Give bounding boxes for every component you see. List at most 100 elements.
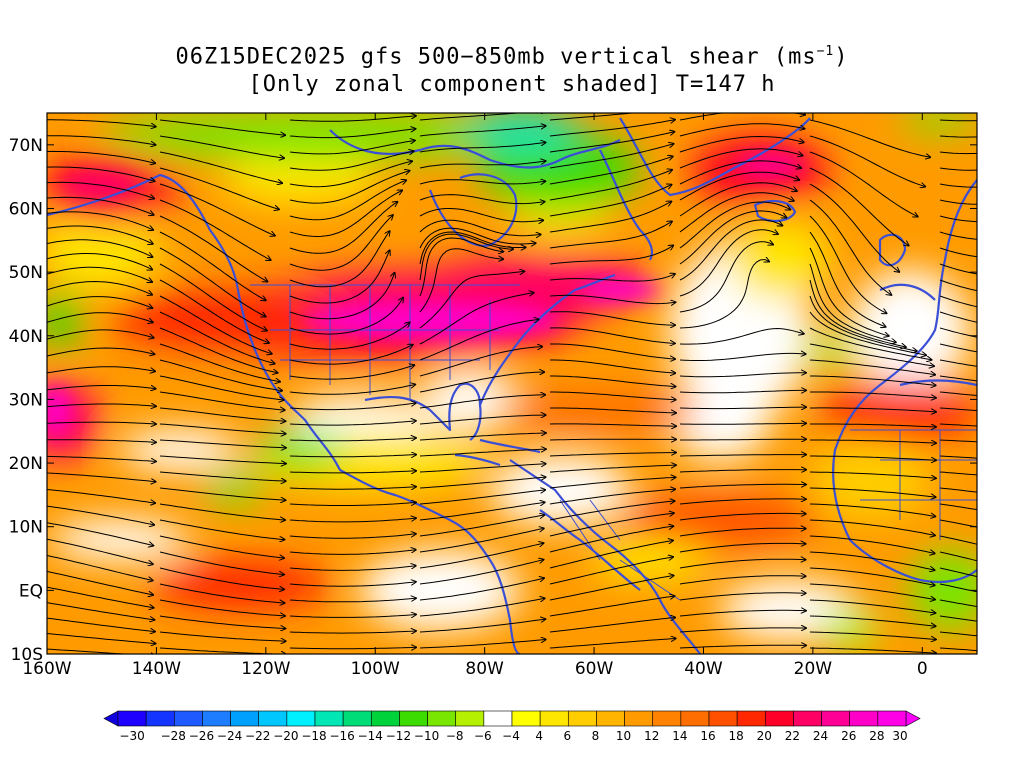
streamline <box>810 407 936 412</box>
streamline <box>939 471 977 476</box>
streamline <box>289 385 415 395</box>
streamline <box>809 327 932 360</box>
streamline <box>810 375 936 385</box>
streamline <box>419 237 503 297</box>
streamline <box>289 161 412 188</box>
streamline <box>419 543 544 569</box>
colorbar-swatch <box>567 710 597 727</box>
streamline <box>939 551 977 562</box>
streamline <box>419 208 543 222</box>
colorbar-swatch <box>202 710 231 727</box>
streamline <box>159 439 286 448</box>
streamline <box>549 246 673 265</box>
streamline <box>679 543 806 553</box>
streamline <box>159 151 282 183</box>
streamline <box>47 280 152 297</box>
streamline <box>550 391 676 400</box>
streamline <box>159 599 285 616</box>
plot-area <box>47 113 977 654</box>
streamline <box>419 528 544 553</box>
streamline <box>419 180 545 184</box>
streamline <box>679 242 773 313</box>
streamline <box>47 385 156 393</box>
streamline <box>939 359 977 367</box>
streamline <box>289 421 416 426</box>
streamline <box>809 551 935 570</box>
streamline <box>549 618 675 633</box>
streamline <box>419 231 526 265</box>
streamline <box>289 345 413 365</box>
streamline <box>680 439 806 440</box>
streamline <box>159 247 266 317</box>
streamline <box>289 151 414 171</box>
lat-label: 40N <box>9 327 43 347</box>
streamline <box>809 487 936 497</box>
streamlines <box>47 113 977 654</box>
lon-label: 80W <box>465 659 504 679</box>
streamline <box>47 440 156 443</box>
lat-label: 10S <box>11 645 43 665</box>
streamline <box>939 647 977 652</box>
streamline <box>679 407 806 409</box>
streamline <box>159 423 286 434</box>
streamline <box>47 196 154 215</box>
streamline <box>939 263 977 275</box>
streamline <box>159 375 284 400</box>
streamline <box>419 227 536 249</box>
streamline <box>47 602 154 620</box>
colorbar-swatch <box>793 710 822 727</box>
streamline <box>289 323 410 350</box>
streamline <box>679 499 806 505</box>
streamline <box>679 229 778 297</box>
streamline <box>47 586 154 608</box>
lon-label: 100W <box>351 659 400 679</box>
streamline <box>679 113 805 121</box>
streamline <box>47 211 153 230</box>
streamline <box>419 143 546 153</box>
colorbar-label: 24 <box>813 729 828 743</box>
streamline <box>159 455 286 464</box>
streamline <box>289 171 410 204</box>
streamline <box>679 628 806 633</box>
streamline <box>679 201 790 249</box>
colorbar-swatch <box>173 710 203 727</box>
streamline <box>809 599 935 613</box>
streamline <box>679 219 782 281</box>
streamline <box>939 247 977 258</box>
streamline <box>809 311 926 355</box>
colorbar-swatch <box>877 710 907 727</box>
streamline <box>679 135 804 153</box>
colorbar-swatch <box>483 710 513 727</box>
streamline <box>419 395 545 409</box>
streamline <box>159 503 285 520</box>
colorbar-swatch <box>399 710 428 727</box>
colorbar-swatch <box>624 710 654 727</box>
streamline <box>47 633 156 644</box>
title-line-1-prefix: 06Z15DEC2025 gfs 500−850mb vertical shea… <box>175 44 817 70</box>
streamline <box>47 366 155 376</box>
streamline <box>939 215 977 223</box>
streamline <box>939 615 977 622</box>
colorbar-label: −6 <box>474 729 492 743</box>
streamline <box>47 266 152 282</box>
streamline <box>549 185 672 217</box>
streamline <box>419 113 546 121</box>
streamline <box>47 135 156 145</box>
colorbar-label: −16 <box>329 729 354 743</box>
streamline <box>419 293 534 345</box>
title-unit-superscript: −1 <box>816 44 835 59</box>
streamline <box>159 471 286 481</box>
colorbar-label: 6 <box>563 729 571 743</box>
streamline <box>549 541 673 569</box>
colorbar-label: −12 <box>386 729 411 743</box>
lon-label: 60W <box>575 659 614 679</box>
streamline <box>679 610 806 617</box>
lat-label: 20N <box>9 454 43 474</box>
colorbar-label: −20 <box>273 729 298 743</box>
streamline <box>419 347 542 377</box>
colorbar-label: 18 <box>729 729 744 743</box>
streamline <box>159 535 284 558</box>
streamline <box>809 567 935 585</box>
colorbar-swatch <box>708 710 738 727</box>
streamline <box>159 295 272 354</box>
